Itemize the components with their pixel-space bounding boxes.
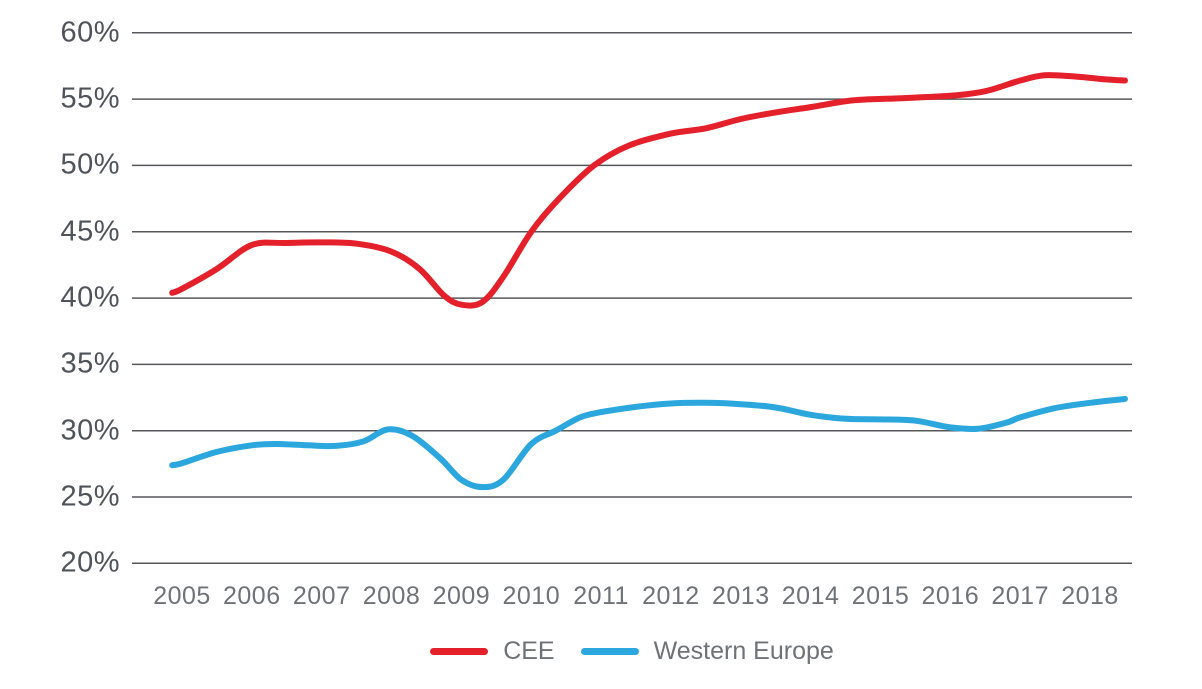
- x-tick-label: 2009: [432, 582, 491, 610]
- x-tick-label: 2005: [153, 582, 211, 610]
- western-europe-line-swatch-icon: [580, 647, 639, 655]
- y-tick-label: 30%: [60, 414, 120, 447]
- y-tick-label: 60%: [60, 16, 120, 49]
- y-tick-label: 20%: [60, 546, 120, 579]
- chart-legend: CEE Western Europe: [132, 633, 1132, 669]
- x-tick-label: 2006: [222, 582, 281, 610]
- y-tick-label: 25%: [60, 480, 120, 513]
- series-line-cee: [169, 72, 1128, 309]
- x-tick-label: 2011: [573, 582, 629, 610]
- series-line-western-europe: [169, 395, 1128, 491]
- x-tick-label: 2018: [1061, 582, 1119, 610]
- legend-label-western-europe: Western Europe: [653, 636, 834, 665]
- y-tick-label: 50%: [60, 148, 120, 181]
- x-tick-label: 2012: [642, 582, 700, 610]
- legend-item-western-europe: Western Europe: [580, 636, 834, 665]
- legend-label-cee: CEE: [503, 636, 555, 665]
- x-tick-label: 2010: [502, 582, 561, 610]
- legend-item-cee: CEE: [430, 636, 555, 665]
- y-tick-label: 35%: [60, 347, 120, 380]
- y-tick-label: 45%: [60, 215, 120, 248]
- x-tick-label: 2015: [851, 582, 910, 610]
- x-tick-label: 2014: [781, 582, 840, 610]
- y-tick-label: 40%: [60, 281, 120, 314]
- x-tick-label: 2013: [711, 582, 770, 610]
- x-tick-label: 2017: [991, 582, 1049, 610]
- series-lines: [169, 72, 1128, 491]
- x-tick-label: 2016: [921, 582, 980, 610]
- gridlines: [132, 32, 1132, 565]
- y-tick-label: 55%: [60, 82, 120, 115]
- x-tick-label: 2007: [292, 582, 351, 610]
- cee-line-swatch-icon: [430, 647, 489, 655]
- x-tick-label: 2008: [362, 582, 421, 610]
